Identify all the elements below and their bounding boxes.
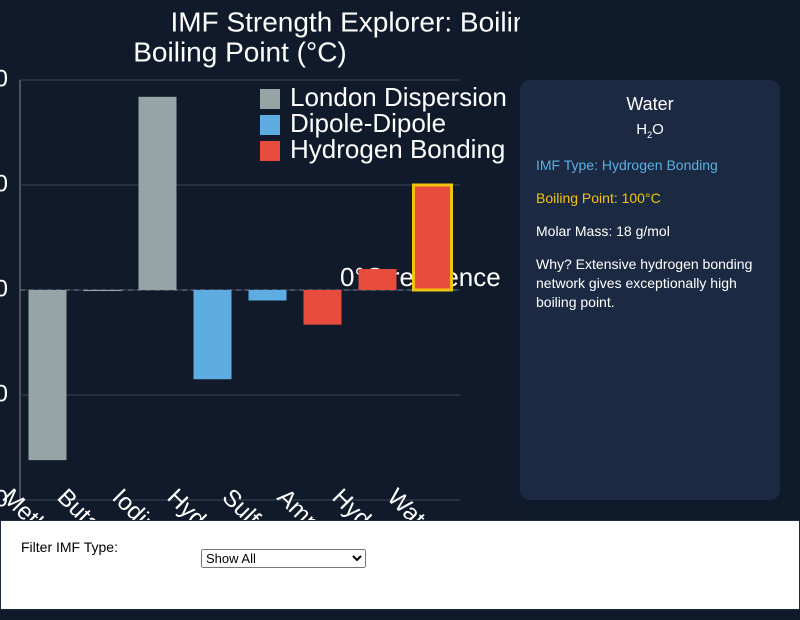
bar <box>193 290 232 380</box>
panel-boiling-point: Boiling Point: 100°C <box>536 190 661 206</box>
legend-label: Hydrogen Bonding <box>290 134 505 164</box>
bar <box>83 290 122 292</box>
bar <box>28 290 67 461</box>
bar <box>248 290 287 301</box>
panel-imf-type: IMF Type: Hydrogen Bonding <box>536 157 718 173</box>
panel-name: Water <box>626 94 674 114</box>
y-tick-label: 0 <box>0 275 8 302</box>
info-panel: Water H2O IMF Type: Hydrogen Bonding Boi… <box>520 80 780 500</box>
legend-swatch <box>260 115 280 135</box>
y-tick-label: 200 <box>0 65 8 92</box>
y-tick-label: -200 <box>0 485 8 512</box>
panel-molar-mass: Molar Mass: 18 g/mol <box>536 223 670 239</box>
legend-swatch <box>260 141 280 161</box>
chart-title: IMF Strength Explorer: Boiling Points <box>170 6 520 37</box>
filter-select[interactable]: Show All <box>201 549 366 568</box>
chart: IMF Strength Explorer: Boiling Points Bo… <box>0 6 520 520</box>
legend-swatch <box>260 89 280 109</box>
bar <box>303 290 342 325</box>
y-axis-title: Boiling Point (°C) <box>133 36 347 67</box>
bar <box>138 96 177 290</box>
y-tick-label: -100 <box>0 380 8 407</box>
legend-label: Dipole-Dipole <box>290 108 446 138</box>
y-tick-label: 100 <box>0 170 8 197</box>
controls: Filter IMF Type: Show All <box>0 520 800 610</box>
panel-explanation: Why? Extensive hydrogen bonding network … <box>536 256 753 310</box>
bar <box>412 183 453 292</box>
formula-part: O <box>652 121 664 138</box>
formula-part: H <box>636 121 648 138</box>
filter-label: Filter IMF Type: <box>21 539 118 555</box>
bar <box>358 269 397 290</box>
panel-formula: H2O <box>536 121 764 140</box>
legend-label: London Dispersion <box>290 82 507 112</box>
formula-subscript: 2 <box>647 130 653 140</box>
